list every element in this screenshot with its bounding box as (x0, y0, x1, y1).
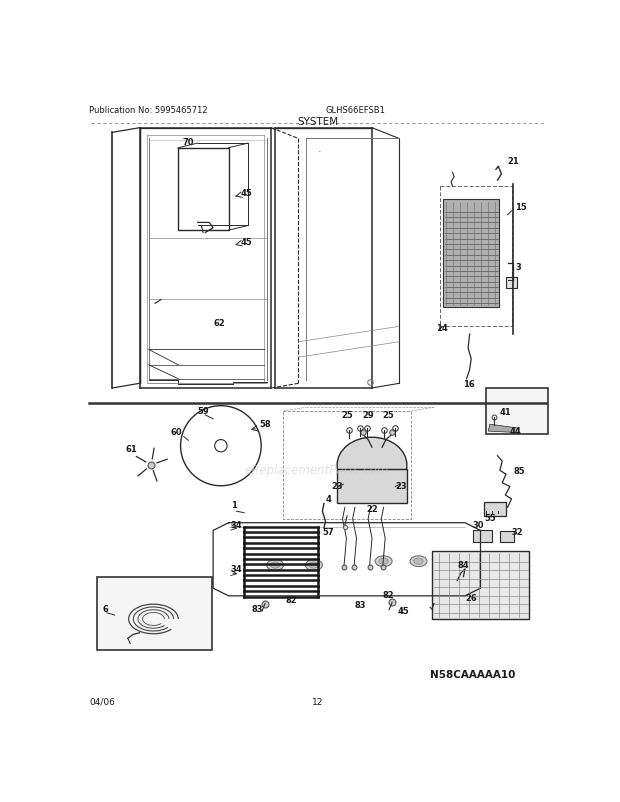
Text: 3: 3 (515, 262, 521, 271)
Text: 57: 57 (322, 528, 334, 537)
Text: 15: 15 (515, 203, 527, 212)
Polygon shape (489, 424, 520, 433)
Text: 45: 45 (241, 189, 252, 198)
Text: 34: 34 (230, 565, 242, 573)
Ellipse shape (379, 558, 388, 565)
Text: 25: 25 (341, 411, 353, 419)
Text: SYSTEM: SYSTEM (297, 117, 339, 127)
Text: 70: 70 (182, 138, 193, 147)
Ellipse shape (410, 556, 427, 567)
Text: 58: 58 (260, 420, 272, 429)
Bar (443, 200, 499, 308)
Text: N58CAAAAA10: N58CAAAAA10 (430, 670, 515, 679)
Text: 61: 61 (125, 444, 137, 454)
Bar (97, 577, 211, 650)
Text: 34: 34 (230, 520, 242, 529)
Text: 84: 84 (458, 560, 469, 569)
Text: 59: 59 (198, 406, 210, 415)
Text: 82: 82 (285, 595, 297, 604)
Bar (484, 502, 506, 516)
Text: 6: 6 (102, 605, 108, 614)
Text: 62: 62 (213, 318, 225, 327)
Text: 23: 23 (396, 481, 407, 491)
Text: 45: 45 (241, 237, 252, 247)
Text: 30: 30 (472, 520, 484, 529)
Bar (337, 469, 407, 504)
Text: eReplacementParts.com: eReplacementParts.com (244, 463, 388, 476)
Bar (433, 552, 529, 619)
Text: 44: 44 (510, 426, 521, 435)
Bar (506, 277, 517, 289)
Bar (486, 388, 548, 435)
Ellipse shape (267, 560, 283, 571)
Ellipse shape (270, 562, 280, 569)
Text: 32: 32 (512, 528, 523, 537)
Text: 1: 1 (231, 500, 237, 510)
Text: 29: 29 (363, 411, 374, 419)
Text: 04/06: 04/06 (89, 697, 115, 706)
Text: 26: 26 (465, 593, 477, 602)
Ellipse shape (337, 438, 407, 493)
Text: 82: 82 (382, 590, 394, 600)
Text: 55: 55 (484, 514, 496, 523)
Text: 85: 85 (514, 466, 526, 475)
Text: 14: 14 (435, 324, 447, 333)
Text: 41: 41 (500, 407, 511, 416)
Text: Publication No: 5995465712: Publication No: 5995465712 (89, 106, 208, 115)
Ellipse shape (309, 562, 319, 569)
Text: .: . (317, 144, 321, 154)
Text: 45: 45 (397, 606, 409, 615)
Ellipse shape (414, 558, 423, 565)
Bar (472, 530, 492, 542)
Text: 60: 60 (170, 427, 182, 436)
Text: 83: 83 (252, 605, 264, 614)
Text: GLHS66EFSB1: GLHS66EFSB1 (326, 106, 386, 115)
Text: 25: 25 (382, 411, 394, 419)
Ellipse shape (306, 560, 322, 571)
Text: 22: 22 (366, 504, 378, 513)
Bar (500, 532, 514, 542)
Text: 21: 21 (508, 157, 520, 166)
Text: 83: 83 (354, 601, 366, 610)
Text: 23: 23 (331, 481, 342, 491)
Ellipse shape (375, 556, 392, 567)
Text: 4: 4 (326, 495, 331, 504)
Text: 16: 16 (463, 380, 475, 389)
Text: 12: 12 (312, 697, 324, 706)
